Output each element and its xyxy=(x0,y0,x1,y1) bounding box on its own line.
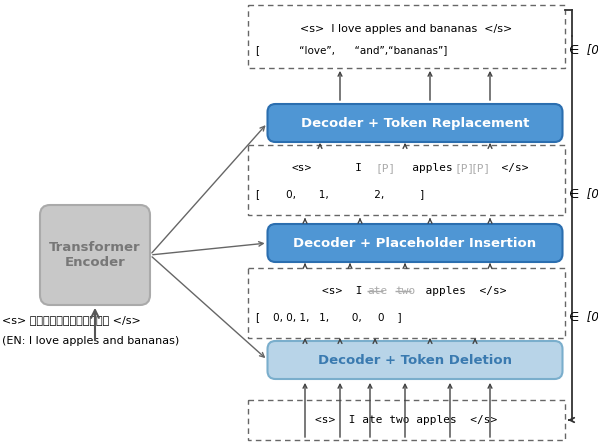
Bar xyxy=(248,268,565,338)
FancyBboxPatch shape xyxy=(267,104,563,142)
Text: ∈  [0, 1]: ∈ [0, 1] xyxy=(569,310,598,324)
Text: Transformer
Encoder: Transformer Encoder xyxy=(49,241,141,269)
Text: [        0,       1,              2,           ]: [ 0, 1, 2, ] xyxy=(256,189,424,199)
Text: <s> 私はリンゴとバナナが好き </s>: <s> 私はリンゴとバナナが好き </s> xyxy=(2,315,141,325)
Text: [            “love”,      “and”,“bananas”]: [ “love”, “and”,“bananas”] xyxy=(256,45,447,56)
Text: (EN: I love apples and bananas): (EN: I love apples and bananas) xyxy=(2,336,179,346)
Text: Decoder + Token Replacement: Decoder + Token Replacement xyxy=(301,116,529,130)
Bar xyxy=(248,145,565,215)
Text: I: I xyxy=(309,163,389,173)
Text: ate: ate xyxy=(367,286,388,296)
Text: <s>  I: <s> I xyxy=(322,286,377,296)
Text: [P]: [P] xyxy=(454,163,474,173)
Text: <s>  I ate two apples  </s>: <s> I ate two apples </s> xyxy=(315,415,498,425)
Text: apples: apples xyxy=(392,163,467,173)
FancyBboxPatch shape xyxy=(40,205,150,305)
Text: ∈  [0, 255]: ∈ [0, 255] xyxy=(569,187,598,201)
Bar xyxy=(248,400,565,440)
Text: two: two xyxy=(395,286,416,296)
FancyBboxPatch shape xyxy=(267,341,563,379)
Text: [    0, 0, 1,   1,       0,     0    ]: [ 0, 0, 1, 1, 0, 0 ] xyxy=(256,312,402,322)
Text: apples  </s>: apples </s> xyxy=(412,286,507,296)
Text: </s>: </s> xyxy=(488,163,528,173)
Text: <s>  I love apples and bananas  </s>: <s> I love apples and bananas </s> xyxy=(300,24,512,34)
Text: ∈  [0, V]: ∈ [0, V] xyxy=(569,44,598,57)
Text: [P]: [P] xyxy=(471,163,491,173)
Text: <s>: <s> xyxy=(292,163,312,173)
FancyBboxPatch shape xyxy=(267,224,563,262)
Text: Decoder + Placeholder Insertion: Decoder + Placeholder Insertion xyxy=(294,237,536,250)
Bar xyxy=(248,5,565,68)
Text: Decoder + Token Deletion: Decoder + Token Deletion xyxy=(318,353,512,366)
Text: [P]: [P] xyxy=(376,163,396,173)
